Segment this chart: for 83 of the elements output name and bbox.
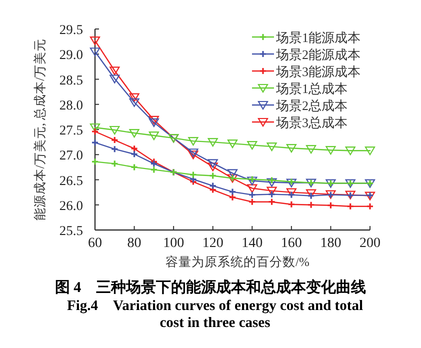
point	[228, 194, 236, 202]
x-tick-label: 80	[127, 236, 142, 251]
point	[90, 36, 100, 46]
point	[188, 137, 198, 146]
point	[208, 162, 218, 172]
point	[326, 202, 335, 210]
point	[129, 98, 140, 107]
y-tick-label: 29.0	[59, 47, 84, 62]
point	[306, 189, 316, 198]
point	[209, 186, 217, 194]
point	[188, 148, 198, 158]
point	[129, 93, 140, 102]
y-tick-label: 28.5	[59, 72, 84, 88]
point	[130, 150, 138, 158]
point	[189, 170, 198, 179]
point	[227, 140, 238, 148]
point	[346, 202, 354, 210]
point	[286, 188, 296, 197]
point	[248, 191, 256, 199]
point	[345, 146, 356, 156]
legend-label: 场景1总成本	[275, 81, 348, 96]
y-tick-label: 26.5	[59, 172, 84, 188]
x-tick-label: 160	[280, 236, 302, 251]
point	[148, 116, 159, 124]
point	[110, 160, 118, 168]
y-axis-title: 能源成本/万美元, 总成本/万美元	[32, 38, 47, 221]
point	[266, 178, 277, 187]
y-tick-label: 27.0	[59, 148, 84, 163]
point	[148, 118, 159, 128]
x-tick-label: 100	[163, 236, 184, 251]
point	[129, 128, 140, 138]
x-tick-label: 140	[242, 236, 263, 251]
point	[247, 184, 258, 193]
point	[90, 123, 100, 132]
point	[228, 188, 236, 196]
point	[150, 166, 158, 174]
point	[288, 191, 296, 199]
point	[326, 146, 336, 155]
point	[248, 175, 256, 184]
legend-label: 场景3总成本	[275, 115, 348, 130]
y-tick-label: 25.5	[59, 223, 84, 238]
point	[208, 159, 218, 168]
point	[307, 192, 315, 200]
point	[288, 200, 296, 208]
y-tick-label: 27.5	[59, 122, 84, 138]
legend-label: 场景3能源成本	[275, 64, 360, 79]
point	[130, 163, 138, 171]
point	[110, 145, 118, 153]
x-tick-label: 60	[88, 236, 102, 251]
point	[247, 141, 258, 150]
y-tick-label: 29.5	[59, 22, 84, 37]
legend-label: 场景1能源成本	[275, 30, 360, 45]
text: Fig.4 Variation curves of energy cost and total cost in three cases	[66, 298, 364, 332]
point	[268, 190, 276, 198]
x-tick-label: 120	[202, 236, 224, 251]
y-tick-label: 26.0	[59, 198, 84, 213]
point	[110, 126, 120, 135]
point	[90, 48, 100, 56]
point	[227, 169, 238, 178]
point	[209, 182, 217, 190]
point	[307, 201, 315, 209]
point	[306, 145, 316, 154]
text: 图 4 三种场景下的能源成本和总成本变化曲线	[54, 278, 368, 297]
y-tick-label: 28.0	[59, 97, 84, 112]
x-tick-label: 200	[360, 236, 380, 251]
point	[364, 146, 376, 156]
legend-label: 场景2总成本	[275, 98, 348, 113]
point	[268, 198, 276, 206]
point	[110, 74, 120, 84]
point	[268, 176, 276, 184]
point	[248, 198, 256, 206]
x-tick-label: 180	[320, 236, 342, 251]
point	[286, 144, 296, 153]
point	[130, 144, 138, 152]
point	[148, 131, 159, 140]
point	[189, 175, 198, 184]
point	[110, 66, 120, 76]
legend-label: 场景2能源成本	[275, 47, 360, 62]
point	[209, 172, 217, 180]
x-axis-title: 容量为原系统的百分数/%	[166, 254, 310, 269]
point	[110, 136, 118, 144]
point	[266, 142, 277, 152]
point	[208, 138, 218, 147]
